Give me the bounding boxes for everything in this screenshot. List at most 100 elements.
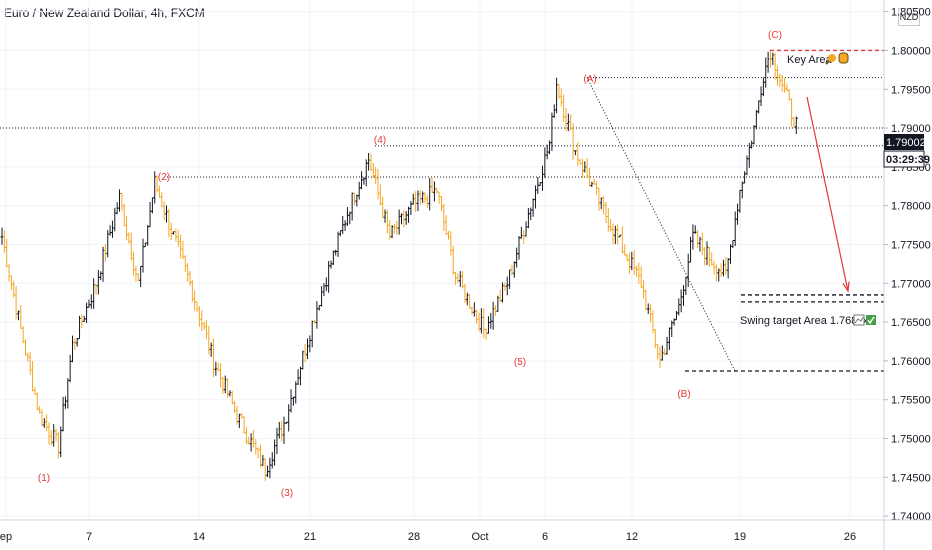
ohlc-bar bbox=[599, 197, 603, 209]
ohlc-bar bbox=[230, 391, 234, 405]
ohlc-bar bbox=[597, 187, 601, 211]
ohlc-bar bbox=[268, 457, 272, 479]
ohlc-bar bbox=[223, 375, 227, 394]
ohlc-bar bbox=[721, 259, 725, 277]
ohlc-bar bbox=[256, 447, 260, 459]
ohlc-bar bbox=[458, 271, 462, 287]
ohlc-bar bbox=[677, 298, 681, 316]
ohlc-bar bbox=[338, 230, 342, 237]
ohlc-bar bbox=[334, 249, 338, 256]
ohlc-bar bbox=[19, 305, 23, 329]
ohlc-bar bbox=[444, 215, 448, 235]
ohlc-bar bbox=[122, 203, 126, 226]
ohlc-bar bbox=[21, 326, 25, 344]
ohlc-bar bbox=[54, 428, 58, 442]
ohlc-bar bbox=[519, 226, 523, 239]
ohlc-bar bbox=[345, 207, 349, 226]
ohlc-bar bbox=[101, 246, 105, 282]
ohlc-bar bbox=[24, 339, 27, 356]
ohlc-bar bbox=[49, 430, 53, 446]
ohlc-bar bbox=[228, 390, 232, 397]
ohlc-bar bbox=[421, 191, 425, 203]
ohlc-bar bbox=[414, 191, 418, 212]
ohlc-bar bbox=[707, 246, 711, 267]
ohlc-bar bbox=[482, 308, 486, 339]
ohlc-bar bbox=[87, 299, 91, 308]
wave-label: (2) bbox=[158, 172, 170, 183]
ohlc-bar bbox=[310, 320, 314, 348]
ohlc-bar bbox=[78, 315, 82, 340]
ohlc-bar bbox=[343, 220, 347, 231]
ohlc-bar bbox=[59, 426, 63, 458]
ohlc-bar bbox=[0, 227, 4, 245]
ohlc-bar bbox=[571, 123, 575, 161]
ohlc-bar bbox=[719, 263, 723, 277]
time-tick-label: 28 bbox=[408, 531, 420, 543]
ohlc-bar bbox=[649, 303, 653, 323]
ohlc-bar bbox=[503, 282, 507, 292]
ohlc-bar bbox=[486, 316, 490, 334]
ohlc-bar bbox=[691, 224, 695, 250]
ohlc-bar bbox=[757, 100, 761, 114]
ohlc-bar bbox=[139, 265, 143, 288]
countdown-badge bbox=[883, 150, 925, 168]
ohlc-bar bbox=[47, 422, 51, 445]
price-tick-label: 1.74000 bbox=[891, 511, 931, 523]
ohlc-bar bbox=[761, 77, 765, 97]
ohlc-bar bbox=[31, 361, 35, 392]
ohlc-bar bbox=[165, 205, 168, 223]
ohlc-bar bbox=[282, 416, 286, 444]
ohlc-bar bbox=[108, 225, 112, 236]
ohlc-bar bbox=[306, 338, 309, 360]
ohlc-bar bbox=[510, 264, 514, 276]
wave-label: (4) bbox=[374, 135, 386, 146]
ohlc-bar bbox=[99, 271, 103, 281]
ohlc-bar bbox=[322, 283, 326, 297]
currency-label[interactable]: NZD bbox=[898, 8, 920, 26]
ohlc-bar bbox=[66, 378, 70, 409]
ohlc-bar bbox=[167, 209, 171, 238]
price-tick-label: 1.74500 bbox=[891, 472, 931, 484]
time-tick-label: ep bbox=[0, 531, 12, 543]
ohlc-bar bbox=[193, 290, 197, 311]
ohlc-bar bbox=[9, 275, 13, 291]
ohlc-bar bbox=[289, 389, 293, 413]
ohlc-bar bbox=[303, 343, 307, 363]
ohlc-bar bbox=[329, 260, 333, 269]
ohlc-bar bbox=[385, 209, 389, 234]
ohlc-bar bbox=[484, 328, 488, 340]
ohlc-bar bbox=[451, 245, 455, 276]
ohlc-bar bbox=[162, 201, 166, 221]
ohlc-bar bbox=[524, 221, 528, 237]
ohlc-bar bbox=[726, 258, 730, 279]
ohlc-bar bbox=[71, 335, 74, 363]
ohlc-bar bbox=[197, 306, 201, 327]
ohlc-bar bbox=[68, 354, 72, 383]
price-tick-label: 1.75000 bbox=[891, 434, 931, 446]
ohlc-bar bbox=[75, 337, 79, 347]
check-icon bbox=[866, 315, 876, 325]
price-axis: 1.805001.800001.795001.790001.785001.780… bbox=[884, 7, 931, 523]
ohlc-bar bbox=[456, 273, 460, 283]
ohlc-bar bbox=[531, 198, 535, 217]
ohlc-bar bbox=[160, 192, 164, 208]
ohlc-bar bbox=[665, 336, 669, 355]
ohlc-bar bbox=[423, 192, 427, 204]
ohlc-bar bbox=[585, 158, 589, 179]
ohlc-bar bbox=[202, 321, 206, 330]
ohlc-bar bbox=[350, 192, 354, 221]
ohlc-bar bbox=[186, 262, 190, 282]
price-tick-label: 1.79000 bbox=[891, 123, 931, 135]
wave-label: (C) bbox=[768, 30, 782, 41]
ohlc-bar bbox=[376, 169, 380, 200]
ohlc-bar bbox=[573, 150, 577, 156]
ohlc-bar bbox=[179, 234, 183, 259]
ohlc-bar bbox=[296, 369, 300, 385]
ohlc-bar bbox=[132, 251, 136, 276]
ohlc-bar bbox=[465, 292, 469, 306]
ohlc-bar bbox=[552, 104, 556, 118]
time-tick-label: 26 bbox=[844, 531, 856, 543]
ohlc-bar bbox=[710, 252, 714, 266]
ohlc-bar bbox=[679, 289, 683, 313]
